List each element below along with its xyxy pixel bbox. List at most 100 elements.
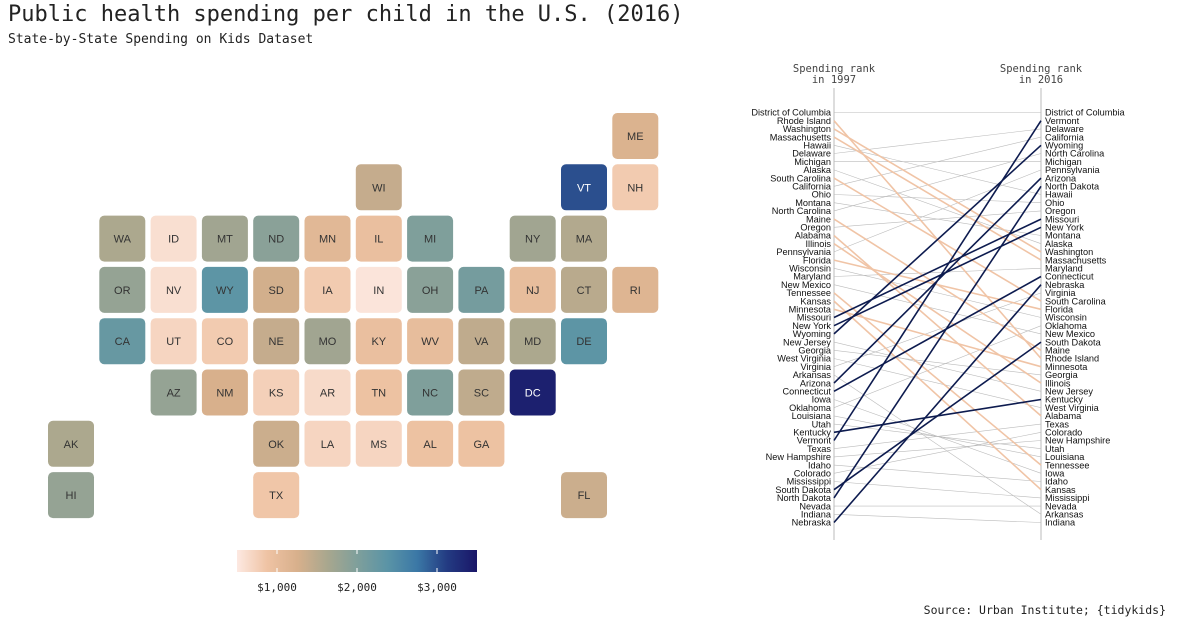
- slope-line-idaho: [833, 464, 1042, 482]
- left-state-label: Maryland: [793, 272, 831, 282]
- tile-ma[interactable]: MA: [561, 215, 607, 262]
- tile-nv[interactable]: NV: [150, 266, 197, 313]
- tile-co[interactable]: CO: [201, 318, 248, 365]
- tile-ks[interactable]: KS: [253, 369, 300, 416]
- tile-fl[interactable]: FL: [561, 472, 607, 519]
- slope-line-south-dakota: [833, 341, 1042, 491]
- left-state-label: Rhode Island: [777, 116, 831, 126]
- tile-label: MI: [424, 234, 436, 246]
- tile-label: NH: [627, 182, 643, 194]
- right-state-label: Vermont: [1045, 116, 1080, 126]
- tile-ms[interactable]: MS: [355, 420, 402, 467]
- left-state-label: Arizona: [800, 378, 832, 388]
- tile-ct[interactable]: CT: [561, 266, 607, 313]
- tile-in[interactable]: IN: [355, 266, 402, 313]
- left-state-label: Oregon: [800, 223, 831, 233]
- right-state-label: California: [1045, 132, 1085, 142]
- slope-line-tennessee: [833, 292, 1042, 466]
- tile-mi[interactable]: MI: [407, 215, 454, 262]
- tile-label: NE: [269, 336, 284, 348]
- left-state-label: Oklahoma: [789, 403, 832, 413]
- tile-al[interactable]: AL: [407, 420, 454, 467]
- right-state-label: Nebraska: [1045, 280, 1085, 290]
- tile-ky[interactable]: KY: [355, 318, 402, 365]
- tile-label: IN: [373, 285, 384, 297]
- tile-mt[interactable]: MT: [201, 215, 248, 262]
- tile-tx[interactable]: TX: [253, 472, 300, 519]
- tile-ca[interactable]: CA: [99, 318, 146, 365]
- tile-il[interactable]: IL: [355, 215, 402, 262]
- right-state-label: Wisconsin: [1045, 313, 1087, 323]
- slope-line-florida: [833, 259, 1042, 311]
- tile-ga[interactable]: GA: [458, 420, 505, 467]
- tile-de[interactable]: DE: [561, 318, 607, 365]
- tile-label: DC: [525, 388, 541, 400]
- tile-nm[interactable]: NM: [201, 369, 248, 416]
- tile-label: MT: [217, 234, 233, 246]
- tile-sc[interactable]: SC: [458, 369, 505, 416]
- left-state-label: Texas: [807, 444, 831, 454]
- tile-md[interactable]: MD: [509, 318, 556, 365]
- tile-label: VT: [577, 182, 591, 194]
- slope-lines: [833, 112, 1042, 524]
- tile-mn[interactable]: MN: [304, 215, 351, 262]
- right-state-label: Ohio: [1045, 198, 1064, 208]
- tile-la[interactable]: LA: [304, 420, 351, 467]
- tile-ak[interactable]: AK: [48, 420, 94, 467]
- tile-ok[interactable]: OK: [253, 420, 300, 467]
- tile-ut[interactable]: UT: [150, 318, 197, 365]
- left-state-label: Hawaii: [803, 141, 831, 151]
- left-state-label: Florida: [803, 255, 832, 265]
- tile-id[interactable]: ID: [150, 215, 197, 262]
- tile-or[interactable]: OR: [99, 266, 146, 313]
- tile-label: AZ: [167, 388, 181, 400]
- tile-pa[interactable]: PA: [458, 266, 505, 313]
- tile-hi[interactable]: HI: [48, 472, 94, 519]
- tile-oh[interactable]: OH: [407, 266, 454, 313]
- tile-sd[interactable]: SD: [253, 266, 300, 313]
- chart-subtitle: State-by-State Spending on Kids Dataset: [8, 32, 314, 47]
- tile-label: NC: [422, 388, 438, 400]
- tile-ri[interactable]: RI: [612, 266, 659, 313]
- right-state-label: Arkansas: [1045, 510, 1084, 520]
- left-state-label: Missouri: [797, 313, 831, 323]
- tile-vt[interactable]: VT: [561, 164, 607, 211]
- tile-nc[interactable]: NC: [407, 369, 454, 416]
- tile-wy[interactable]: WY: [201, 266, 248, 313]
- tile-me[interactable]: ME: [612, 113, 659, 159]
- tile-wi[interactable]: WI: [355, 164, 402, 211]
- tile-mo[interactable]: MO: [304, 318, 351, 365]
- slope-line-kansas: [833, 300, 1042, 491]
- left-state-label: Virginia: [801, 362, 832, 372]
- tile-ne[interactable]: NE: [253, 318, 300, 365]
- right-state-label: Rhode Island: [1045, 354, 1099, 364]
- left-state-label: Ohio: [812, 190, 831, 200]
- slope-line-pennsylvania: [833, 169, 1042, 253]
- tile-az[interactable]: AZ: [150, 369, 197, 416]
- slope-line-oregon: [833, 210, 1042, 228]
- tile-ny[interactable]: NY: [509, 215, 556, 262]
- tile-label: TN: [371, 388, 386, 400]
- slope-line-wisconsin: [833, 268, 1042, 318]
- tile-ar[interactable]: AR: [304, 369, 351, 416]
- tile-nh[interactable]: NH: [612, 164, 659, 211]
- left-state-label: Maine: [806, 214, 831, 224]
- slope-line-vermont: [833, 120, 1042, 441]
- right-state-label: District of Columbia: [1045, 108, 1126, 118]
- tile-nj[interactable]: NJ: [509, 266, 556, 313]
- tile-dc[interactable]: DC: [509, 369, 556, 416]
- tile-ia[interactable]: IA: [304, 266, 351, 313]
- tile-wv[interactable]: WV: [407, 318, 454, 365]
- tile-label: MD: [524, 336, 541, 348]
- tile-label: MO: [319, 336, 337, 348]
- slope-line-minnesota: [833, 308, 1042, 368]
- tile-nd[interactable]: ND: [253, 215, 300, 262]
- tile-va[interactable]: VA: [458, 318, 505, 365]
- tile-label: CO: [217, 336, 234, 348]
- tile-tn[interactable]: TN: [355, 369, 402, 416]
- tile-label: ND: [268, 234, 284, 246]
- tile-wa[interactable]: WA: [99, 215, 146, 262]
- right-state-label: Nevada: [1045, 501, 1078, 511]
- slope-line-alabama: [833, 234, 1042, 417]
- tile-label: CA: [115, 336, 131, 348]
